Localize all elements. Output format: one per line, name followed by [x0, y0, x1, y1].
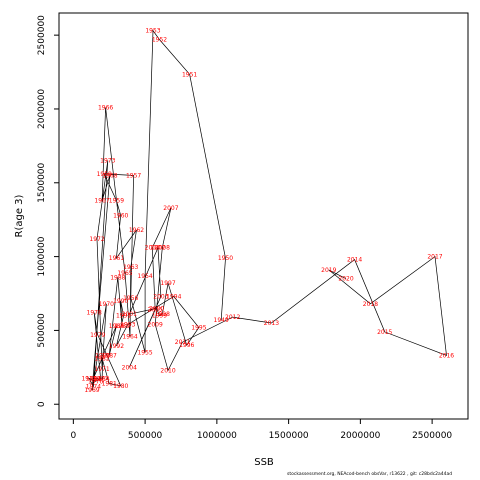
point-label: 1966	[98, 104, 113, 111]
point-label: 1975	[81, 375, 96, 382]
point-label: 1988	[110, 274, 125, 281]
point-label: 1958	[97, 171, 112, 178]
point-label: 2011	[175, 339, 190, 346]
point-label: 2007	[163, 205, 178, 212]
point-label: 1964	[122, 333, 137, 340]
point-label: 1976	[88, 378, 103, 385]
y-tick-label: 2000000	[37, 89, 47, 129]
x-tick-label: 1000000	[197, 431, 237, 441]
y-tick-label: 1000000	[37, 236, 47, 276]
point-label: 1969	[84, 387, 99, 394]
y-tick-label: 2500000	[37, 15, 47, 55]
point-label: 1959	[109, 197, 124, 204]
point-label: 1989	[115, 323, 130, 330]
point-labels: 1951 1952 1953 1954 1955 1956 1957 1958 1959 1960…	[81, 28, 454, 394]
point-label: 2013	[264, 320, 279, 327]
point-label: 1952	[152, 37, 167, 44]
point-label: 1980	[113, 383, 128, 390]
point-label: 2002	[150, 245, 165, 252]
point-label: 1995	[191, 324, 206, 331]
point-label: 2004	[122, 364, 137, 371]
point-label: 2015	[377, 329, 392, 336]
point-label: 1962	[129, 227, 144, 234]
point-label: 1974	[86, 384, 101, 391]
point-label: 1963	[123, 264, 138, 271]
point-label: 1985	[95, 353, 110, 360]
point-label: 1981	[102, 381, 117, 388]
point-label: 1994	[166, 293, 181, 300]
x-tick-label: 0	[70, 431, 76, 441]
point-label: 2009	[148, 322, 163, 329]
point-label: 2005	[148, 307, 163, 314]
series-line	[88, 29, 447, 391]
point-label: 1951	[182, 71, 197, 78]
x-tick-label: 2500000	[412, 431, 452, 441]
point-label: 2014	[347, 257, 362, 264]
point-label: 1965	[117, 270, 132, 277]
point-label: 1986	[109, 323, 124, 330]
point-label: 1987	[102, 353, 117, 360]
point-label: 2020	[338, 276, 353, 283]
x-tick-label: 1500000	[269, 431, 309, 441]
point-label: 1968	[102, 172, 117, 179]
point-label: 1957	[126, 172, 141, 179]
point-label: 2008	[155, 245, 170, 252]
y-tick-label: 1500000	[37, 162, 47, 202]
x-tick-label: 2000000	[340, 431, 380, 441]
point-label: 1997	[160, 280, 175, 287]
point-label: 2006	[145, 245, 160, 252]
point-label: 2018	[363, 301, 378, 308]
x-tick-label: 500000	[128, 431, 163, 441]
footer-caption: stockassessment.org, NEAcod-bench obsVar…	[287, 472, 453, 477]
point-label: 1984	[94, 376, 109, 383]
point-label: 1961	[109, 255, 124, 262]
point-label: 1991	[116, 313, 131, 320]
point-label: 2000	[149, 305, 164, 312]
point-label: 1973	[100, 158, 115, 165]
point-label: 1979	[90, 332, 105, 339]
y-axis-title: R(age 3)	[14, 194, 25, 237]
point-label: 1955	[137, 350, 152, 357]
point-label: 1982	[94, 355, 109, 362]
point-label: 1998	[155, 311, 170, 318]
point-label: 1970	[99, 301, 114, 308]
point-label: 1999	[152, 313, 167, 320]
point-label: 1978	[87, 310, 102, 317]
x-axis: 0 500000 1000000 1500000 2000000 2500000	[70, 418, 452, 441]
point-label: 2017	[427, 254, 442, 261]
point-label: 2001	[122, 311, 137, 318]
point-label: 1990	[113, 298, 128, 305]
point-label: 1950	[218, 255, 233, 262]
point-label: 2012	[225, 314, 240, 321]
point-label: 2019	[321, 267, 336, 274]
point-label: 1954	[137, 273, 152, 280]
y-tick-label: 500000	[37, 313, 47, 348]
y-axis: 0 500000 1000000 1500000 2000000 2500000	[37, 15, 60, 407]
point-label: 1993	[120, 322, 135, 329]
point-label: 1956	[123, 295, 138, 302]
point-label: 1977	[93, 375, 108, 382]
point-label: 1967	[94, 197, 109, 204]
point-label: 1960	[113, 212, 128, 219]
point-label: 1983	[86, 375, 101, 382]
point-label: 1992	[109, 343, 124, 350]
point-label: 2016	[439, 353, 454, 360]
point-label: 1971	[94, 366, 109, 373]
point-label: 1996	[179, 342, 194, 349]
point-label: 2010	[160, 367, 175, 374]
x-axis-title: SSB	[254, 457, 274, 468]
y-tick-label: 0	[37, 401, 47, 407]
point-label: 2003	[153, 293, 168, 300]
point-label: 1949	[214, 317, 229, 324]
point-label: 1972	[89, 236, 104, 243]
point-label: 1953	[145, 28, 160, 35]
